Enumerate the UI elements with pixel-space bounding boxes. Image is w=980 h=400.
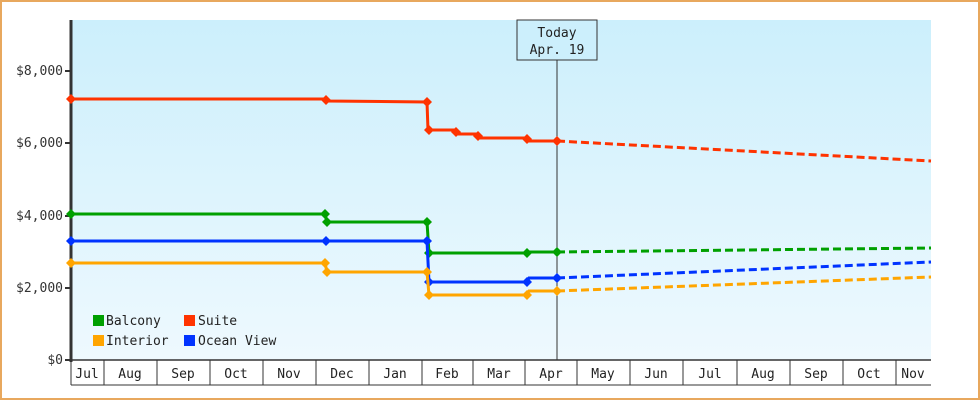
y-tick-label: $8,000: [16, 64, 63, 79]
legend-item-ocean-view[interactable]: Ocean View: [184, 334, 276, 349]
x-month-label: Jan: [383, 367, 406, 382]
legend-swatch: [93, 335, 104, 346]
legend-item-suite[interactable]: Suite: [184, 314, 237, 329]
y-tick-label: $6,000: [16, 136, 63, 151]
series-suite: [66, 94, 932, 163]
x-month-label: Sep: [171, 367, 195, 382]
legend-label: Interior: [106, 334, 169, 349]
legend-item-interior[interactable]: Interior: [93, 334, 169, 349]
x-month-label: Feb: [435, 367, 459, 382]
x-month-label: Aug: [751, 367, 774, 382]
series-interior: [66, 258, 932, 300]
x-month-label: Apr: [539, 367, 563, 382]
x-month-label: Dec: [330, 367, 353, 382]
x-month-label: Nov: [277, 367, 301, 382]
today-date: Apr. 19: [530, 43, 585, 58]
legend-label: Balcony: [106, 314, 161, 329]
x-month-label: May: [591, 367, 615, 382]
x-month-label: Jul: [75, 367, 98, 382]
y-axis-ticks: $0 $2,000 $4,000 $6,000 $8,000: [16, 64, 71, 368]
legend-item-balcony[interactable]: Balcony: [93, 314, 161, 329]
legend-label: Suite: [198, 314, 237, 329]
x-month-label: Oct: [224, 367, 247, 382]
legend-label: Ocean View: [198, 334, 276, 349]
x-axis-months: Jul Aug Sep Oct Nov Dec Jan Feb Mar Apr …: [70, 360, 931, 386]
x-month-label: Nov: [901, 367, 925, 382]
x-month-label: Jul: [698, 367, 721, 382]
legend-swatch: [184, 335, 195, 346]
legend: Balcony Suite Interior Ocean View: [93, 314, 276, 349]
series-ocean-view: [66, 236, 932, 287]
y-tick-label: $2,000: [16, 281, 63, 296]
today-label: Today: [537, 26, 576, 41]
today-marker: Today Apr. 19: [516, 19, 598, 360]
x-month-label: Jun: [644, 367, 667, 382]
y-tick-label: $0: [47, 353, 63, 368]
x-month-label: Aug: [118, 367, 141, 382]
legend-swatch: [184, 315, 195, 326]
x-month-label: Mar: [487, 367, 511, 382]
y-tick-label: $4,000: [16, 209, 63, 224]
plot-area: [71, 20, 931, 360]
legend-swatch: [93, 315, 104, 326]
x-month-label: Sep: [804, 367, 828, 382]
x-month-label: Oct: [857, 367, 880, 382]
